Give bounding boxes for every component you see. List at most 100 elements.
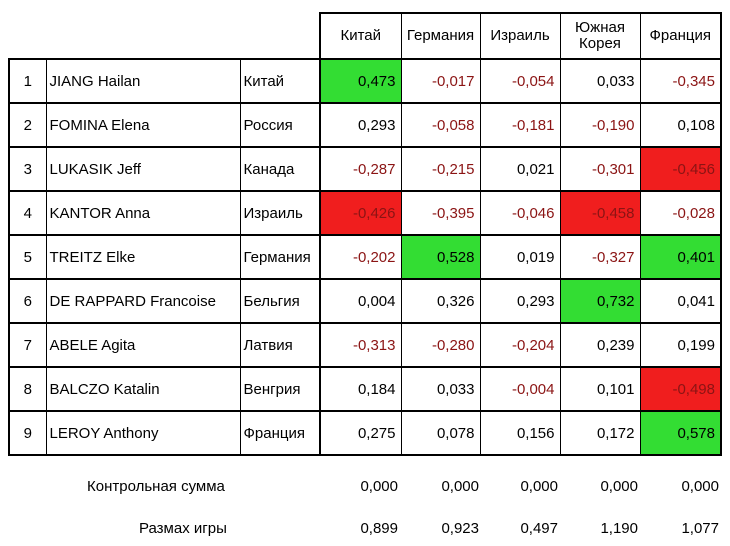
score-cell: 0,184 — [320, 367, 402, 412]
checksum-label: Контрольная сумма — [87, 478, 225, 495]
range-value: 1,077 — [681, 520, 719, 537]
player-name: ABELE Agita — [46, 323, 241, 368]
column-header: Франция — [640, 12, 722, 60]
score-cell: 0,004 — [320, 279, 402, 324]
range-value: 0,923 — [441, 520, 479, 537]
column-header: Израиль — [480, 12, 561, 60]
score-cell: 0,108 — [640, 103, 722, 148]
row-number: 7 — [8, 323, 47, 368]
checksum-value: 0,000 — [360, 478, 398, 495]
table-row: 5 TREITZ Elke Германия -0,202 0,528 0,019 -0,3… — [8, 235, 722, 280]
score-cell: -0,054 — [480, 59, 561, 104]
score-cell: -0,287 — [320, 147, 402, 192]
score-cell: 0,033 — [560, 59, 641, 104]
row-number: 1 — [8, 58, 47, 104]
score-cell: 0,732 — [560, 279, 641, 324]
score-cell: -0,046 — [480, 191, 561, 236]
score-cell: -0,202 — [320, 235, 402, 280]
column-header: Китай — [319, 12, 402, 60]
checksum-value: 0,000 — [520, 478, 558, 495]
score-cell: -0,426 — [320, 191, 402, 236]
score-cell: 0,199 — [640, 323, 722, 368]
score-cell: 0,578 — [640, 411, 722, 456]
score-cell: -0,204 — [480, 323, 561, 368]
player-country: Латвия — [240, 323, 321, 368]
player-country: Германия — [240, 235, 321, 280]
header-empty-num — [9, 13, 46, 59]
score-cell: -0,215 — [401, 147, 481, 192]
score-cell: -0,181 — [480, 103, 561, 148]
score-cell: 0,021 — [480, 147, 561, 192]
table-row: 2 FOMINA Elena Россия 0,293 -0,058 -0,181 -0,1… — [8, 103, 722, 148]
score-cell: -0,345 — [640, 59, 722, 104]
column-header: Южная Корея — [560, 12, 641, 60]
score-cell: -0,028 — [640, 191, 722, 236]
row-number: 6 — [8, 279, 47, 324]
player-country: Бельгия — [240, 279, 321, 324]
score-cell: 0,326 — [401, 279, 481, 324]
player-name: LEROY Anthony — [46, 411, 241, 456]
score-cell: 0,033 — [401, 367, 481, 412]
score-cell: -0,395 — [401, 191, 481, 236]
range-value: 0,899 — [360, 520, 398, 537]
table-row: 4 KANTOR Anna Израиль -0,426 -0,395 -0,046 -0,… — [8, 191, 722, 236]
player-name: LUKASIK Jeff — [46, 147, 241, 192]
score-table: Китай Германия Израиль Южная Корея Франц… — [8, 12, 722, 456]
player-name: TREITZ Elke — [46, 235, 241, 280]
score-cell: 0,239 — [560, 323, 641, 368]
score-cell: 0,156 — [480, 411, 561, 456]
player-country: Китай — [240, 58, 321, 104]
player-country: Израиль — [240, 191, 321, 236]
score-cell: -0,058 — [401, 103, 481, 148]
score-cell: -0,017 — [401, 59, 481, 104]
player-name: DE RAPPARD Francoise — [46, 279, 241, 324]
player-country: Венгрия — [240, 367, 321, 412]
table-row: 9 LEROY Anthony Франция 0,275 0,078 0,156 0,17… — [8, 411, 722, 456]
player-country: Канада — [240, 147, 321, 192]
score-cell: 0,275 — [320, 411, 402, 456]
score-cell: -0,004 — [480, 367, 561, 412]
score-cell: 0,101 — [560, 367, 641, 412]
score-cell: 0,041 — [640, 279, 722, 324]
player-name: KANTOR Anna — [46, 191, 241, 236]
table-row: 7 ABELE Agita Латвия -0,313 -0,280 -0,204 0,23… — [8, 323, 722, 368]
row-number: 9 — [8, 411, 47, 456]
row-number: 8 — [8, 367, 47, 412]
player-name: BALCZO Katalin — [46, 367, 241, 412]
column-header: Германия — [401, 12, 481, 60]
checksum-value: 0,000 — [441, 478, 479, 495]
player-country: Франция — [240, 411, 321, 456]
row-number: 4 — [8, 191, 47, 236]
range-value: 1,190 — [600, 520, 638, 537]
score-cell: -0,456 — [640, 147, 722, 192]
score-cell: 0,078 — [401, 411, 481, 456]
table-row: 8 BALCZO Katalin Венгрия 0,184 0,033 -0,004 0,… — [8, 367, 722, 412]
header-empty-name — [46, 13, 240, 59]
score-cell: 0,401 — [640, 235, 722, 280]
score-cell: -0,280 — [401, 323, 481, 368]
score-cell: -0,458 — [560, 191, 641, 236]
score-cell: -0,313 — [320, 323, 402, 368]
player-country: Россия — [240, 103, 321, 148]
checksum-value: 0,000 — [681, 478, 719, 495]
score-cell: 0,019 — [480, 235, 561, 280]
row-number: 5 — [8, 235, 47, 280]
table-row: 3 LUKASIK Jeff Канада -0,287 -0,215 0,021 -0,3… — [8, 147, 722, 192]
checksum-row: Контрольная сумма 0,000 0,000 0,000 0,00… — [0, 478, 730, 500]
player-name: FOMINA Elena — [46, 103, 241, 148]
range-value: 0,497 — [520, 520, 558, 537]
score-cell: 0,473 — [320, 59, 402, 104]
table-row: 1 JIANG Hailan Китай 0,473 -0,017 -0,054 0,033… — [8, 58, 722, 104]
range-row: Размах игры 0,899 0,923 0,497 1,190 1,07… — [0, 520, 730, 542]
range-label: Размах игры — [139, 520, 227, 537]
score-cell: 0,293 — [320, 103, 402, 148]
player-name: JIANG Hailan — [46, 58, 241, 104]
score-cell: -0,327 — [560, 235, 641, 280]
score-cell: 0,528 — [401, 235, 481, 280]
score-cell: -0,301 — [560, 147, 641, 192]
score-cell: -0,190 — [560, 103, 641, 148]
header-empty-country — [240, 13, 320, 59]
score-cell: -0,498 — [640, 367, 722, 412]
table-row: 6 DE RAPPARD Francoise Бельгия 0,004 0,326 0,… — [8, 279, 722, 324]
score-cell: 0,293 — [480, 279, 561, 324]
